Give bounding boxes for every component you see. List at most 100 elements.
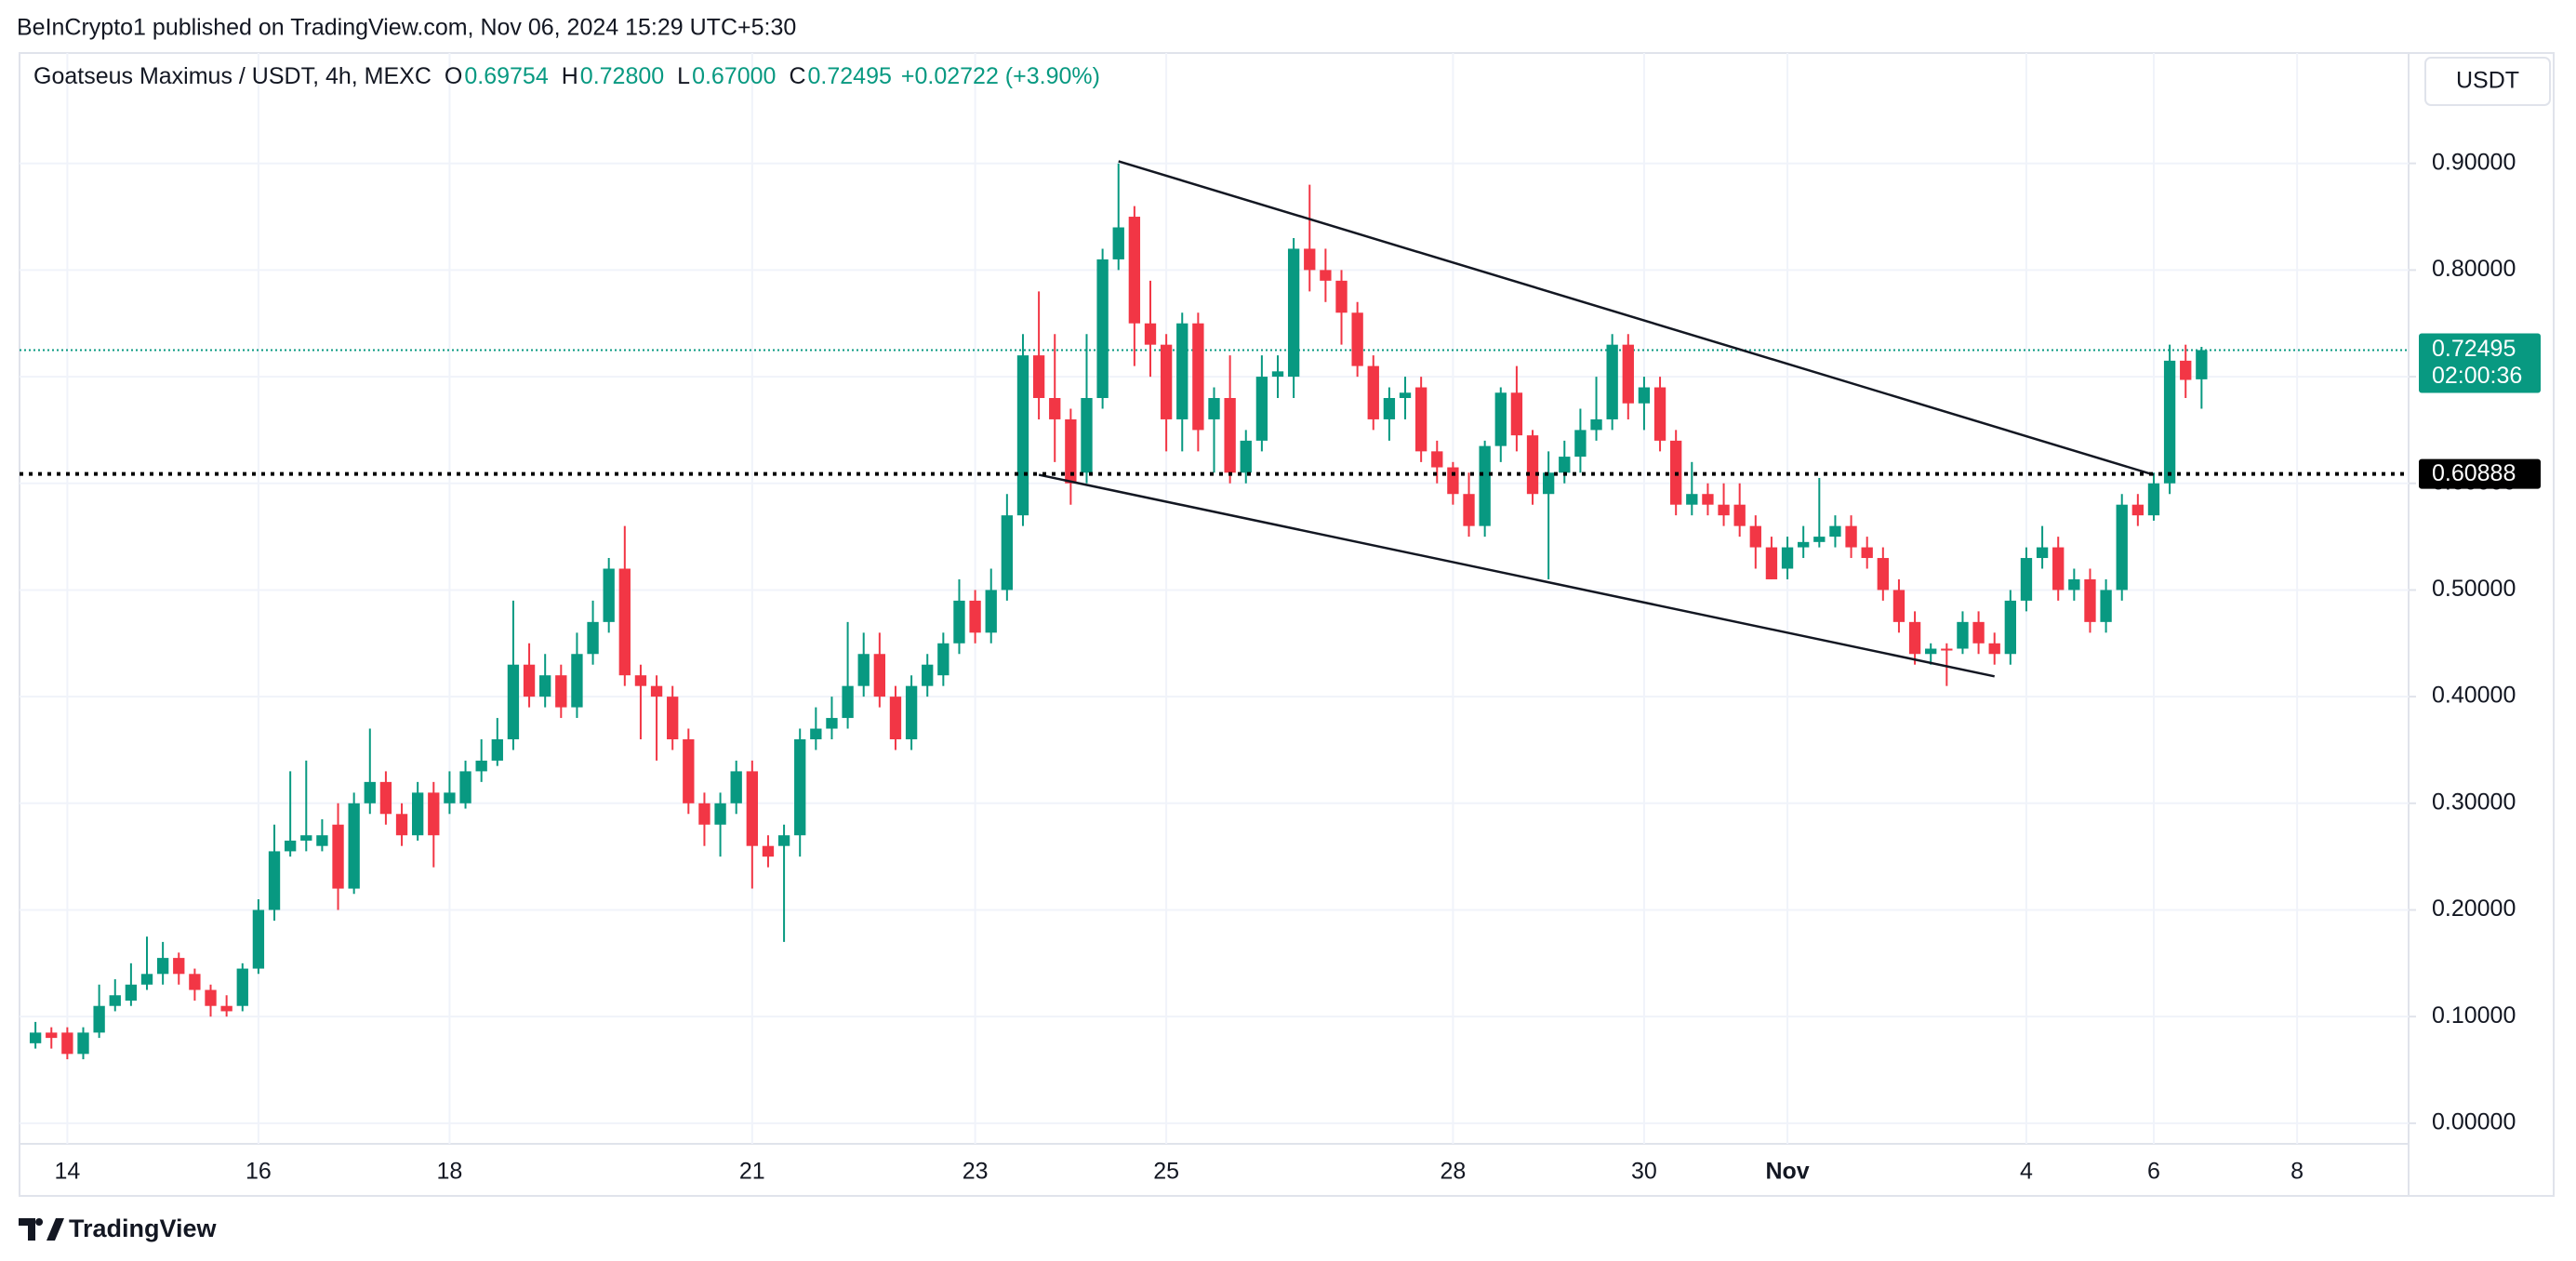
- y-tick-label: 0.40000: [2432, 683, 2516, 709]
- candle-body: [1686, 494, 1698, 505]
- candle-body: [1320, 270, 1332, 281]
- currency-button[interactable]: [2424, 57, 2551, 106]
- candle-body: [1941, 648, 1953, 651]
- candle-body: [937, 643, 949, 676]
- countdown-label: 02:00:36: [2432, 363, 2522, 389]
- ohlc-key: O: [444, 63, 463, 89]
- candle-body: [268, 851, 281, 910]
- candle-body: [1892, 590, 1905, 622]
- x-tick-label: 6: [2147, 1159, 2160, 1185]
- candle-body: [61, 1032, 73, 1055]
- candle-body: [444, 792, 456, 803]
- candle-body: [1479, 445, 1491, 526]
- brand-name: TradingView: [69, 1215, 218, 1242]
- last-price-tag: [2419, 333, 2541, 393]
- candle-body: [1638, 387, 1651, 404]
- candle-body: [1081, 398, 1093, 473]
- candle-body: [1542, 472, 1555, 495]
- candle-body: [2163, 360, 2176, 484]
- candle-body: [1016, 355, 1029, 516]
- candle-body: [2020, 558, 2033, 601]
- candle-body: [730, 771, 742, 803]
- candle-body: [2004, 600, 2016, 655]
- candle-body: [953, 600, 965, 644]
- candle-body: [93, 1005, 105, 1033]
- x-tick-label: 28: [1440, 1159, 1466, 1185]
- candle-body: [1798, 541, 1810, 548]
- candle-body: [156, 958, 169, 975]
- candle-body: [1367, 365, 1379, 419]
- candle-body: [1494, 392, 1507, 446]
- candle-body: [539, 675, 551, 697]
- candle-body: [1049, 398, 1061, 419]
- candle-body: [1383, 398, 1396, 419]
- candle-body: [412, 792, 424, 836]
- candle-body: [364, 781, 376, 803]
- candle-body: [1988, 643, 2000, 655]
- candle-body: [348, 803, 360, 889]
- candle-body: [173, 958, 185, 975]
- ohlc-legend: Goatseus Maximus / USDT, 4h, MEXC O 0.697…: [33, 63, 1100, 90]
- candle-body: [1702, 494, 1714, 505]
- candle-body: [2196, 350, 2208, 379]
- candle-body: [1463, 494, 1475, 526]
- candle-body: [379, 781, 392, 815]
- candle-body: [205, 989, 217, 1006]
- candle-body: [1845, 525, 1857, 548]
- candle-body: [1908, 621, 1921, 655]
- candle-body: [109, 995, 121, 1006]
- x-tick-label: 30: [1631, 1159, 1657, 1185]
- trendline: [1038, 473, 1995, 678]
- candle-body: [1160, 344, 1173, 419]
- ohlc-change: +0.02722 (+3.90%): [900, 63, 1100, 89]
- candle-body: [2147, 483, 2160, 516]
- candle-body: [332, 824, 344, 889]
- tradingview-logo: [19, 1218, 64, 1241]
- x-tick-label: 18: [437, 1159, 463, 1185]
- y-tick-label: 0.10000: [2432, 1002, 2516, 1029]
- trendline: [1118, 160, 2155, 476]
- candle-body: [2084, 578, 2096, 622]
- currency-label[interactable]: USDT: [2456, 68, 2519, 94]
- y-tick-label: 0.90000: [2432, 149, 2516, 175]
- candle-body: [762, 845, 775, 857]
- candle-body: [2036, 547, 2049, 559]
- ohlc-value: 0.69754: [464, 63, 549, 89]
- x-tick-label: 23: [963, 1159, 989, 1185]
- candle-body: [1351, 312, 1363, 366]
- y-tick-label: 0.50000: [2432, 576, 2516, 602]
- candle-body: [777, 835, 790, 846]
- candle-body: [1749, 525, 1761, 548]
- candle-body: [1526, 435, 1539, 495]
- candle-body: [1861, 547, 1873, 559]
- ohlc-value: 0.72495: [807, 63, 892, 89]
- candle-body: [220, 1005, 232, 1012]
- candle-body: [395, 814, 408, 836]
- candle-body: [1606, 344, 1618, 419]
- ohlc-value: 0.72800: [579, 63, 665, 89]
- publish-header: BeInCrypto1 published on TradingView.com…: [17, 15, 796, 41]
- candle-body: [985, 590, 997, 633]
- candle-body: [826, 718, 838, 729]
- x-tick-label: Nov: [1765, 1159, 1809, 1185]
- candle-body: [125, 984, 138, 1001]
- candle-body: [1001, 515, 1014, 591]
- candle-body: [2116, 504, 2128, 591]
- candle-body: [587, 621, 599, 655]
- chart-frame: [19, 52, 2555, 1197]
- candle-body: [603, 568, 615, 622]
- candle-body: [29, 1032, 42, 1043]
- y-tick-label: 0.20000: [2432, 896, 2516, 922]
- candle-body: [428, 792, 440, 836]
- candle-body: [1733, 504, 1746, 526]
- candle-body: [523, 664, 536, 697]
- candle-body: [1574, 430, 1587, 458]
- candle-body: [507, 664, 520, 739]
- candle-body: [1112, 227, 1124, 259]
- x-tick-label: 14: [54, 1159, 80, 1185]
- candle-body: [714, 803, 726, 825]
- candle-body: [1224, 398, 1236, 473]
- x-tick-label: 4: [2020, 1159, 2033, 1185]
- level-tag-label: 0.60888: [2432, 460, 2516, 486]
